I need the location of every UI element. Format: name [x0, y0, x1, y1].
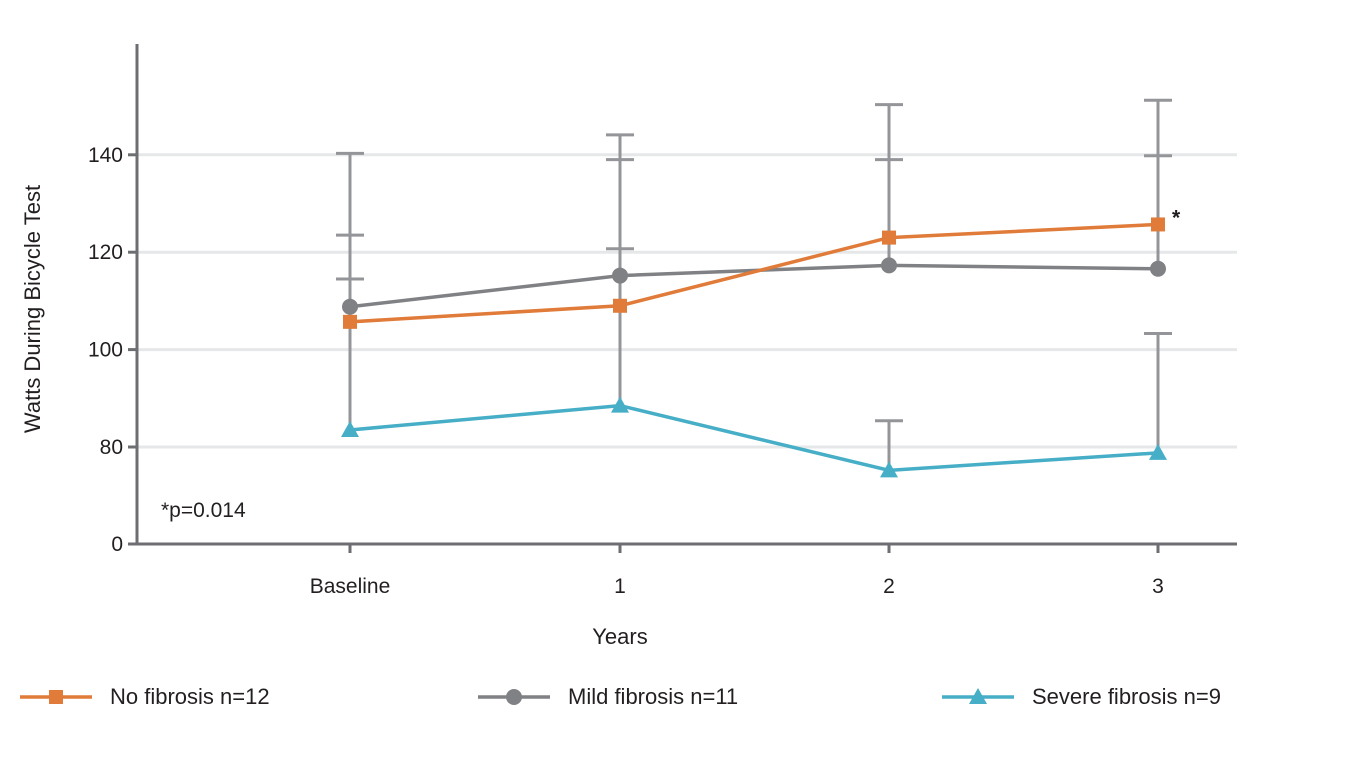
data-point [342, 298, 358, 315]
data-point [880, 461, 898, 478]
y-tick-label: 80 [100, 436, 123, 459]
y-axis-title: Watts During Bicycle Test [20, 185, 45, 433]
legend-marker [969, 688, 987, 704]
data-point [881, 257, 897, 274]
legend-marker [49, 690, 63, 704]
legend-swatch-square-icon [20, 690, 92, 704]
legend-label: No fibrosis n=12 [110, 684, 270, 709]
legend-label: Mild fibrosis n=11 [568, 684, 739, 709]
y-tick-label: 140 [88, 144, 123, 167]
axes [135, 44, 1237, 546]
data-point [341, 420, 359, 437]
legend: No fibrosis n=12 Mild fibrosis n=11 Seve… [0, 680, 1366, 720]
data-point [882, 230, 896, 245]
y-tick-labels: 0 80 100 120 140 [88, 144, 123, 556]
significance-note: *p=0.014 [161, 499, 246, 522]
x-axis-title: Years [592, 624, 647, 649]
x-tick-label: 2 [883, 575, 895, 598]
series-line [349, 403, 1159, 473]
data-point [343, 314, 357, 329]
series-line [349, 222, 1159, 324]
legend-item-no-fibrosis: No fibrosis n=12 [20, 680, 270, 714]
data-point [612, 267, 628, 284]
legend-swatch-circle-icon [478, 689, 550, 705]
x-tick-label: 1 [614, 575, 626, 598]
data-point [1151, 217, 1165, 232]
legend-label: Severe fibrosis n=9 [1032, 684, 1221, 709]
x-tick-label: Baseline [310, 575, 391, 598]
x-tick-labels: Baseline 1 2 3 [310, 544, 1164, 598]
y-tick-label: 120 [88, 241, 123, 264]
legend-item-severe-fibrosis: Severe fibrosis n=9 [942, 680, 1221, 714]
series-lines [349, 222, 1159, 473]
data-point [613, 298, 627, 313]
legend-swatch-triangle-icon [942, 688, 1014, 704]
significance-asterisk: * [1172, 206, 1181, 229]
grid-lines [128, 153, 1237, 546]
data-point [611, 396, 629, 413]
data-point [1150, 260, 1166, 277]
chart: 0 80 100 120 140 Baseline 1 2 3 Years Watts Dur… [20, 44, 1237, 649]
legend-marker [506, 689, 522, 705]
data-point [1149, 443, 1167, 460]
y-tick-label: 0 [111, 533, 123, 556]
legend-item-mild-fibrosis: Mild fibrosis n=11 [478, 680, 738, 714]
series-markers [341, 217, 1167, 478]
x-tick-label: 3 [1152, 575, 1164, 598]
y-tick-label: 100 [88, 339, 123, 362]
